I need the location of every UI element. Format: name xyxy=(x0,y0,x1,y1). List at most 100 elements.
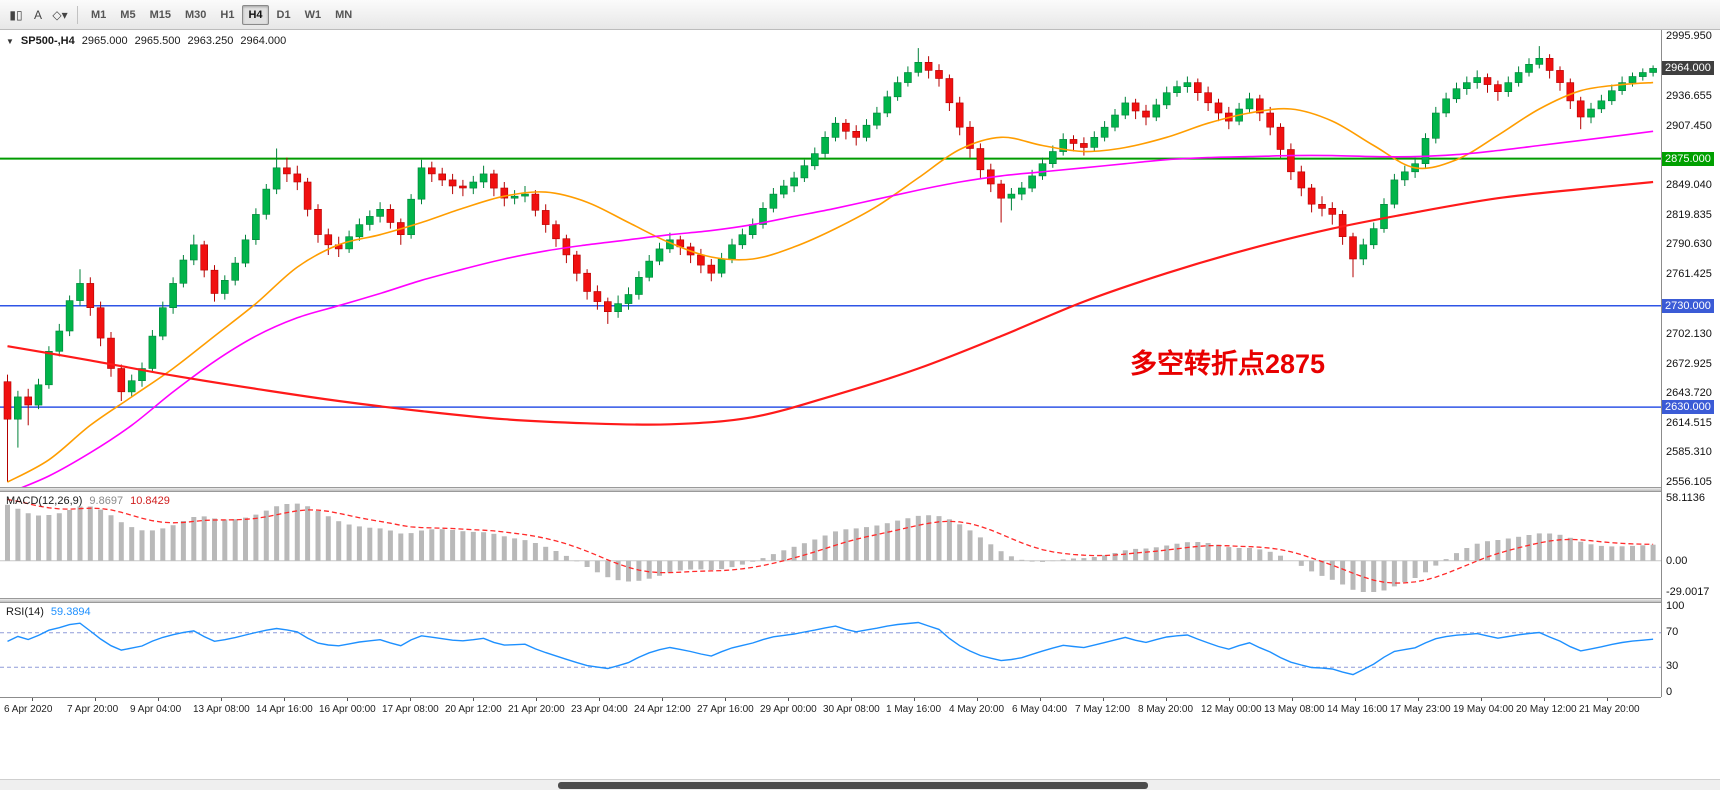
time-tick xyxy=(1040,698,1041,701)
price-badge-current-price: 2964.000 xyxy=(1662,61,1714,75)
time-tick xyxy=(284,698,285,701)
time-tick xyxy=(1229,698,1230,701)
time-axis-label: 30 Apr 08:00 xyxy=(823,704,880,715)
time-tick xyxy=(725,698,726,701)
rsi-axis-label: 70 xyxy=(1666,626,1679,638)
macd-axis-label: 58.1136 xyxy=(1666,492,1705,504)
price-axis-label: 2761.425 xyxy=(1666,268,1712,280)
candles xyxy=(3,46,1657,483)
toolbar-separator xyxy=(77,5,78,24)
time-axis[interactable]: 6 Apr 2020 7 Apr 20:00 9 Apr 04:00 13 Apr 0… xyxy=(0,697,1661,719)
time-axis-label: 6 Apr 2020 xyxy=(4,704,53,715)
time-axis-label: 19 May 04:00 xyxy=(1453,704,1514,715)
timeframe-M5[interactable]: M5 xyxy=(120,8,136,21)
time-tick xyxy=(851,698,852,701)
price-axis-label: 2995.950 xyxy=(1666,30,1712,42)
time-axis-label: 17 Apr 08:00 xyxy=(382,704,439,715)
time-tick xyxy=(410,698,411,701)
timeframe-M30[interactable]: M30 xyxy=(184,8,207,21)
time-axis-label: 29 Apr 00:00 xyxy=(760,704,817,715)
time-axis-label: 7 May 12:00 xyxy=(1075,704,1131,715)
time-axis-label: 13 Apr 08:00 xyxy=(193,704,250,715)
price-badge-hline-blue: 2730.000 xyxy=(1662,299,1714,313)
time-axis-label: 6 May 04:00 xyxy=(1012,704,1068,715)
time-tick xyxy=(662,698,663,701)
toolbar: ▮▯ A ◇▾ M1 M5 M15 M30 H1 H4 D1 W1 MN xyxy=(0,0,1720,30)
rsi-axis-label: 30 xyxy=(1666,660,1679,672)
bottom-scrollbar xyxy=(0,779,1720,790)
price-axis-label: 2614.515 xyxy=(1666,417,1712,429)
chart-text-annotation[interactable]: 多空转折点2875 xyxy=(1130,349,1326,379)
draw-tools-icon[interactable]: ◇▾ xyxy=(52,7,68,22)
rsi-canvas[interactable] xyxy=(0,603,1661,697)
time-tick xyxy=(914,698,915,701)
rsi-axis-label: 100 xyxy=(1666,600,1685,612)
chart-type-icon[interactable]: ▮▯ xyxy=(9,7,23,22)
price-axis-label: 2672.925 xyxy=(1666,358,1712,370)
timeframe-H4[interactable]: H4 xyxy=(242,4,269,25)
time-tick xyxy=(1103,698,1104,701)
panel-splitter[interactable] xyxy=(0,598,1720,603)
time-axis-label: 27 Apr 16:00 xyxy=(697,704,754,715)
time-axis-label: 9 Apr 04:00 xyxy=(130,704,182,715)
time-tick xyxy=(158,698,159,701)
price-axis[interactable]: 2995.950 2936.655 2907.450 2849.040 2819.835… xyxy=(1661,30,1720,698)
timeframe-W1[interactable]: W1 xyxy=(304,8,322,21)
main-chart-panel: 多空转折点2875 xyxy=(0,30,1661,487)
price-axis-label: 2849.040 xyxy=(1666,179,1712,191)
time-tick xyxy=(1166,698,1167,701)
time-axis-label: 14 Apr 16:00 xyxy=(256,704,313,715)
time-axis-label: 1 May 16:00 xyxy=(886,704,942,715)
price-axis-label: 2907.450 xyxy=(1666,120,1712,132)
time-axis-label: 21 Apr 20:00 xyxy=(508,704,565,715)
time-tick xyxy=(32,698,33,701)
time-tick xyxy=(1292,698,1293,701)
time-tick xyxy=(473,698,474,701)
time-axis-label: 13 May 08:00 xyxy=(1264,704,1325,715)
time-tick xyxy=(536,698,537,701)
time-axis-label: 23 Apr 04:00 xyxy=(571,704,628,715)
macd-panel xyxy=(0,492,1661,598)
price-axis-label: 2643.720 xyxy=(1666,387,1712,399)
timeframe-M15[interactable]: M15 xyxy=(149,8,171,21)
time-tick xyxy=(1481,698,1482,701)
price-badge-hline-blue: 2630.000 xyxy=(1662,400,1714,414)
ma-fast xyxy=(7,81,1654,483)
price-axis-label: 2702.130 xyxy=(1666,328,1712,340)
time-axis-label: 16 Apr 00:00 xyxy=(319,704,376,715)
time-tick xyxy=(977,698,978,701)
timeframe-MN[interactable]: MN xyxy=(335,8,353,21)
time-tick xyxy=(1355,698,1356,701)
timeframe-D1[interactable]: D1 xyxy=(276,8,291,21)
rsi-axis-label: 0 xyxy=(1666,686,1673,698)
price-axis-label: 2556.105 xyxy=(1666,476,1712,488)
timeframe-H1[interactable]: H1 xyxy=(220,8,235,21)
macd-canvas[interactable] xyxy=(0,492,1661,598)
time-tick xyxy=(1544,698,1545,701)
macd-axis-label: 0.00 xyxy=(1666,555,1688,567)
panel-splitter[interactable] xyxy=(0,487,1720,492)
timeframe-M1[interactable]: M1 xyxy=(91,8,107,21)
text-label-icon[interactable]: A xyxy=(33,7,42,22)
main-chart-canvas[interactable] xyxy=(0,30,1661,487)
time-axis-label: 7 Apr 20:00 xyxy=(67,704,119,715)
macd-histogram xyxy=(5,503,1656,592)
ma-mid xyxy=(21,130,1654,487)
time-axis-label: 20 May 12:00 xyxy=(1516,704,1577,715)
time-tick xyxy=(95,698,96,701)
macd-axis-label: -29.0017 xyxy=(1666,586,1710,598)
time-axis-label: 24 Apr 12:00 xyxy=(634,704,691,715)
time-tick xyxy=(221,698,222,701)
time-tick xyxy=(347,698,348,701)
time-tick xyxy=(788,698,789,701)
time-tick xyxy=(599,698,600,701)
time-axis-label: 20 Apr 12:00 xyxy=(445,704,502,715)
time-axis-label: 8 May 20:00 xyxy=(1138,704,1194,715)
price-badge-hline-green: 2875.000 xyxy=(1662,152,1714,166)
time-tick xyxy=(1418,698,1419,701)
price-axis-label: 2819.835 xyxy=(1666,209,1712,221)
time-axis-label: 17 May 23:00 xyxy=(1390,704,1451,715)
time-axis-label: 4 May 20:00 xyxy=(949,704,1005,715)
scrollbar-thumb[interactable] xyxy=(558,782,1148,789)
price-axis-label: 2585.310 xyxy=(1666,446,1712,458)
